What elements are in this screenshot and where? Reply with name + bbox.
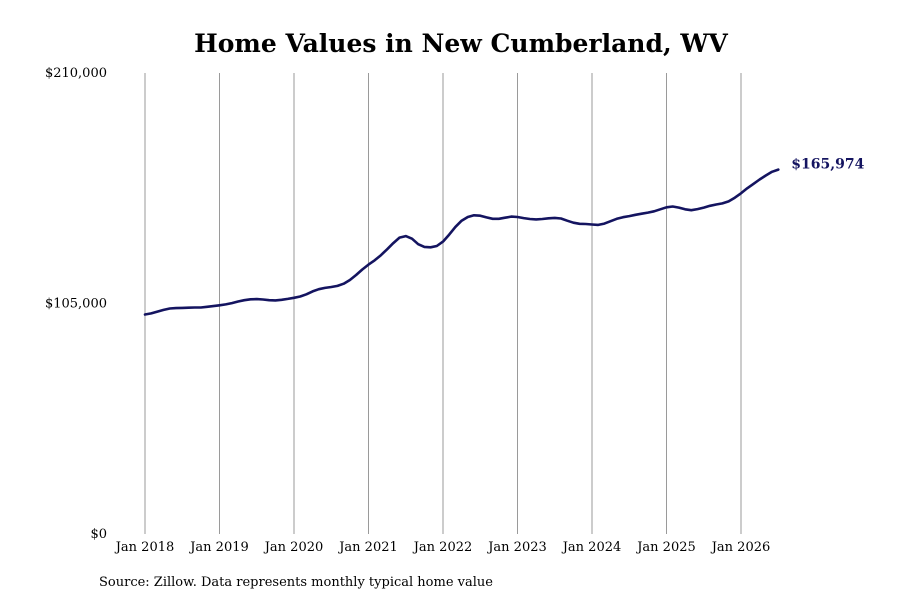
y-axis-ticks: $0 $105,000 $210,000 — [45, 66, 107, 542]
x-tick-label: Jan 2025 — [635, 540, 696, 555]
x-tick-label: Jan 2023 — [486, 540, 547, 555]
x-tick-label: Jan 2020 — [263, 540, 324, 555]
home-value-line — [143, 168, 780, 316]
x-tick-label: Jan 2024 — [561, 540, 622, 555]
y-tick-label: $210,000 — [45, 66, 107, 81]
x-tick-label: Jan 2018 — [114, 540, 175, 555]
vertical-gridlines — [144, 73, 742, 534]
x-tick-label: Jan 2026 — [710, 540, 771, 555]
x-tick-label: Jan 2022 — [412, 540, 473, 555]
x-tick-label: Jan 2021 — [337, 540, 398, 555]
x-tick-label: Jan 2019 — [188, 540, 249, 555]
latest-value-label: $165,974 — [791, 157, 864, 173]
y-tick-label: $0 — [90, 527, 107, 542]
source-note: Source: Zillow. Data represents monthly … — [99, 575, 493, 590]
x-axis-ticks: Jan 2018 Jan 2019 Jan 2020 Jan 2021 Jan 2022… — [114, 540, 771, 555]
chart-title: Home Values in New Cumberland, WV — [194, 29, 728, 58]
y-tick-label: $105,000 — [45, 297, 107, 312]
